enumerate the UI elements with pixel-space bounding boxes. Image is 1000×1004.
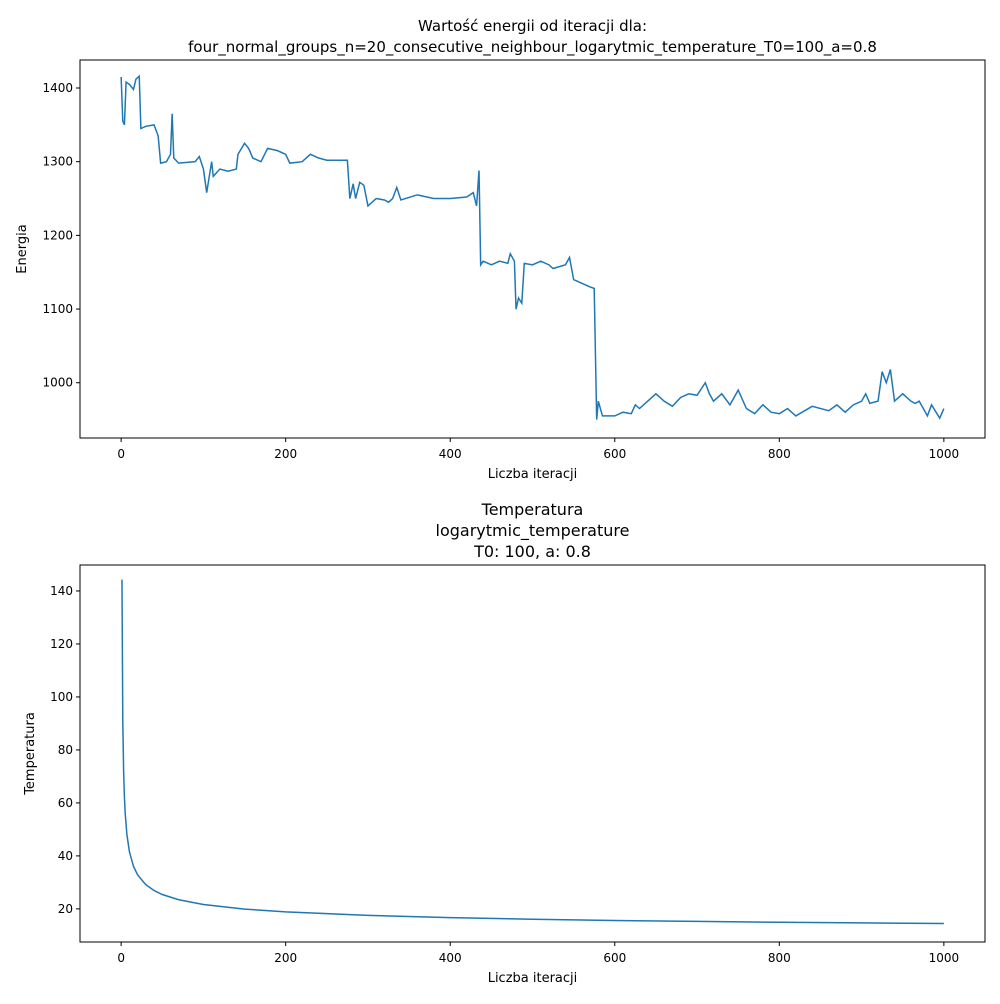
plot-frame xyxy=(79,59,986,439)
y-tick-label: 100 xyxy=(50,690,73,704)
plot-frame xyxy=(79,564,986,943)
y-tick-label: 20 xyxy=(58,902,73,916)
x-tick-label: 400 xyxy=(439,951,462,965)
y-tick-label: 1200 xyxy=(42,228,73,242)
y-tick-label: 1100 xyxy=(42,302,73,316)
y-tick-label: 40 xyxy=(58,849,73,863)
y-axis-label: Temperatura xyxy=(23,712,38,796)
y-axis-label: Energia xyxy=(15,224,30,273)
x-axis-label: Liczba iteracji xyxy=(488,467,578,482)
x-tick-label: 200 xyxy=(274,951,297,965)
x-tick-label: 800 xyxy=(768,951,791,965)
y-tick-label: 1000 xyxy=(42,376,73,390)
chart-title: Temperatura xyxy=(481,500,584,519)
x-tick-label: 800 xyxy=(768,447,791,461)
y-tick-label: 1400 xyxy=(42,81,73,95)
y-tick-label: 60 xyxy=(58,796,73,810)
chart-title: four_normal_groups_n=20_consecutive_neig… xyxy=(188,38,877,57)
x-tick-label: 1000 xyxy=(929,951,960,965)
x-tick-label: 0 xyxy=(117,951,125,965)
chart-title: Wartość energii od iteracji dla: xyxy=(418,17,647,35)
y-tick-label: 80 xyxy=(58,743,73,757)
x-tick-label: 1000 xyxy=(929,447,960,461)
line-series xyxy=(120,74,945,420)
chart-title: logarytmic_temperature xyxy=(436,521,630,541)
x-tick-label: 600 xyxy=(603,447,626,461)
y-tick-label: 120 xyxy=(50,637,73,651)
x-axis-label: Liczba iteracji xyxy=(488,971,578,986)
x-tick-label: 0 xyxy=(117,447,125,461)
y-tick-label: 140 xyxy=(50,584,73,598)
chart-title: T0: 100, a: 0.8 xyxy=(473,542,591,561)
x-tick-label: 600 xyxy=(603,951,626,965)
y-tick-label: 1300 xyxy=(42,155,73,169)
line-series xyxy=(121,579,944,925)
x-tick-label: 400 xyxy=(439,447,462,461)
x-tick-label: 200 xyxy=(274,447,297,461)
